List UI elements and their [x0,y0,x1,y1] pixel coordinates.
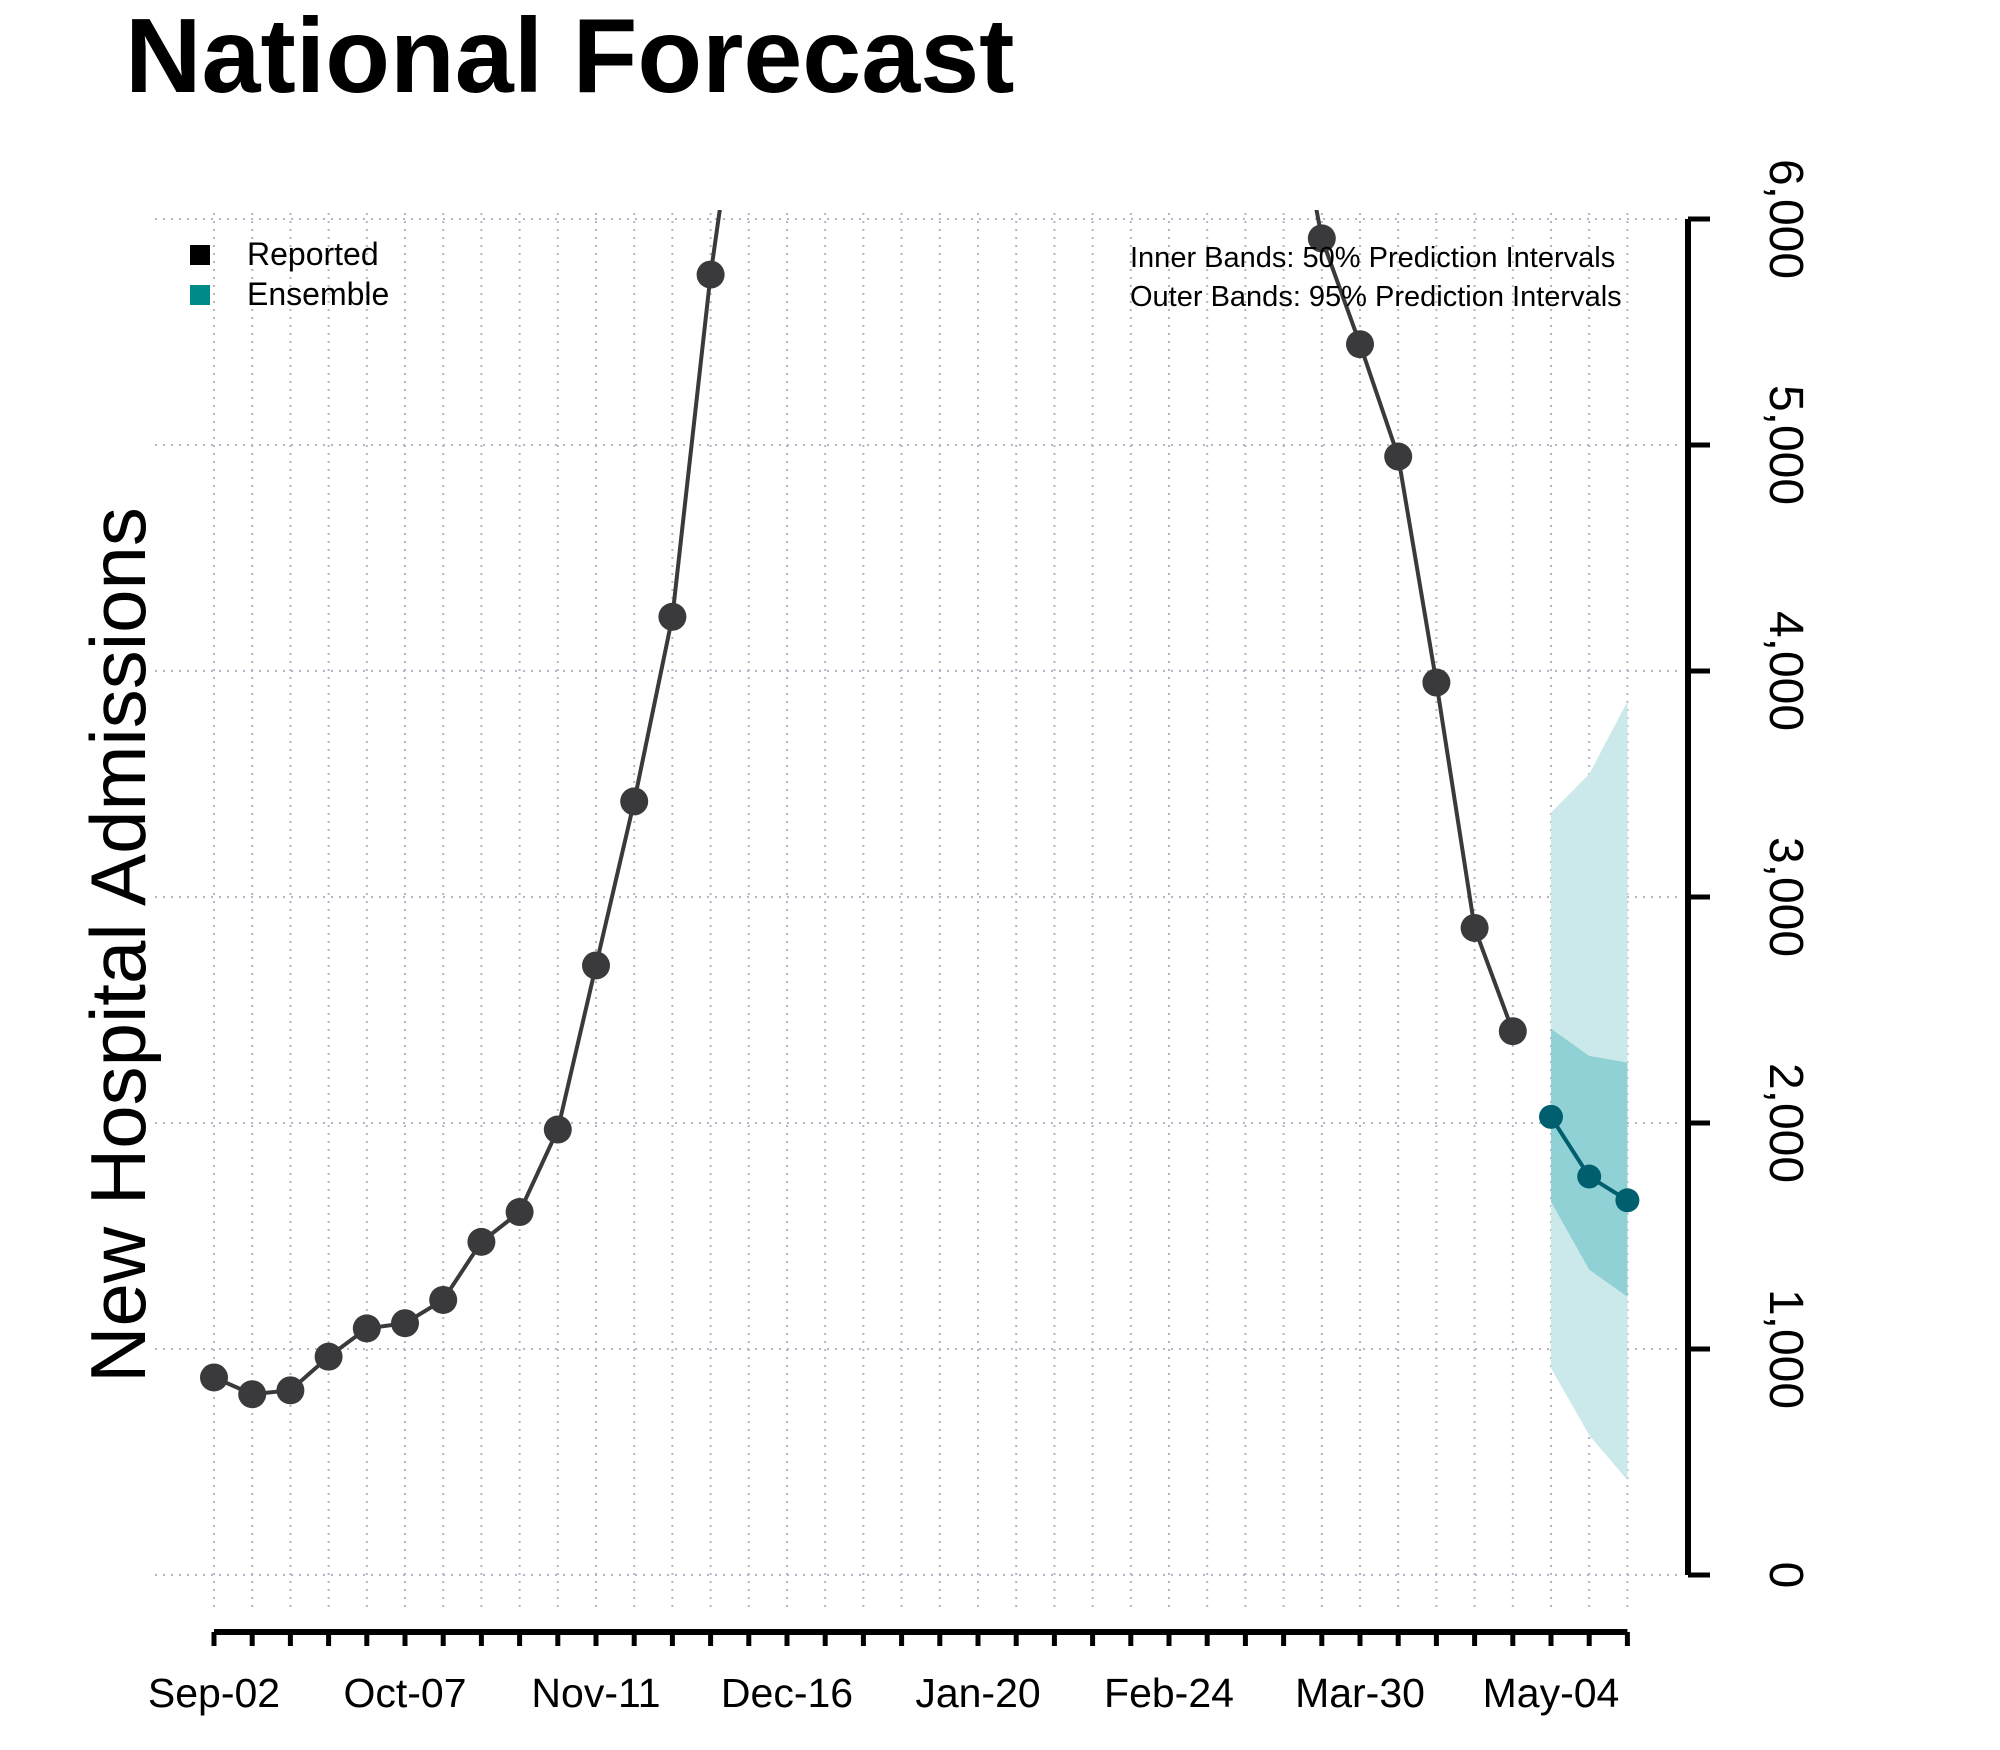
reported-point [505,1198,534,1227]
reported-point [238,1380,267,1409]
reported-point [391,1309,419,1338]
y-tick-label: 0 [1759,1562,1812,1589]
annotation-inner-bands: Inner Bands: 50% Prediction Intervals [1130,242,1615,274]
y-axis-label: New Hospital Admissions [74,507,162,1383]
reported-point [352,1314,381,1343]
inner-band-50 [1551,1028,1628,1297]
axes: Sep-02 Oct-07 Nov-11 Dec-16 Jan-20 Feb-24 Mar-… [148,159,1812,1716]
reported-point [200,1363,228,1392]
reported-point [1498,1017,1527,1046]
annotation-outer-bands: Outer Bands: 95% Prediction Intervals [1130,281,1622,313]
reported-point [1422,668,1451,697]
legend-swatch-reported [190,245,210,265]
y-tick-label: 1,000 [1759,1289,1812,1409]
reported-point [314,1342,343,1371]
y-tick-label: 3,000 [1759,837,1812,957]
prediction-bands [1551,701,1628,1481]
reported-line [213,274,713,1397]
y-tick-label: 6,000 [1759,159,1812,279]
chart-title: National Forecast [125,0,1014,115]
reported-point [1307,224,1336,253]
ensemble-point [1539,1104,1563,1129]
reported-point [658,602,687,631]
reported-point [543,1115,572,1144]
series-lines [200,210,1640,1409]
x-tick-label: Dec-16 [721,1670,853,1716]
grid [155,213,1680,1612]
y-tick-label: 5,000 [1759,385,1812,505]
reported-point [429,1285,458,1314]
y-tick-label: 2,000 [1759,1063,1812,1183]
reported-line-stub [708,210,722,275]
x-tick-label: Oct-07 [343,1670,466,1716]
ensemble-point [1577,1164,1602,1189]
legend: Reported Ensemble [190,236,389,312]
legend-label-reported: Reported [247,236,379,272]
reported-point [467,1227,496,1256]
reported-point [1460,913,1489,942]
reported-line [1319,237,1515,1032]
x-tick-label: Mar-30 [1295,1670,1425,1716]
reported-point [1346,330,1374,359]
x-tick-label: May-04 [1483,1670,1620,1716]
x-tick-label: Feb-24 [1104,1670,1234,1716]
x-tick-label: Jan-20 [915,1670,1040,1716]
legend-swatch-ensemble [190,285,210,305]
reported-point [696,260,725,289]
x-tick-label: Sep-02 [148,1670,280,1716]
ensemble-point [1615,1188,1640,1213]
reported-point [620,787,649,816]
reported-point [276,1376,305,1405]
legend-label-ensemble: Ensemble [247,276,389,312]
reported-point [1384,442,1413,471]
x-tick-label: Nov-11 [531,1670,660,1716]
reported-point [582,951,610,980]
y-tick-label: 4,000 [1759,611,1812,731]
